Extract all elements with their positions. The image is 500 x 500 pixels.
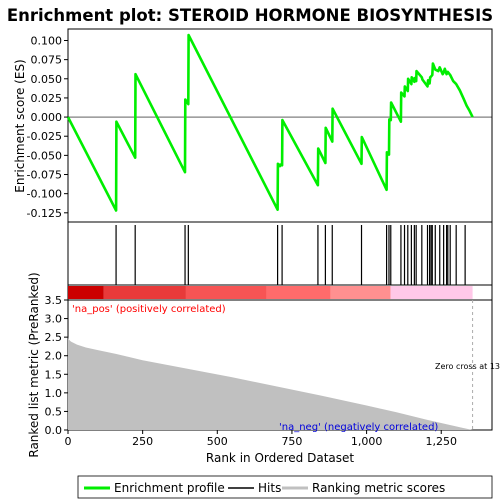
ranked-y-label: Ranked list metric (PreRanked) xyxy=(27,272,41,457)
heatmap-segment xyxy=(390,286,473,299)
es-y-tick-label: -0.100 xyxy=(27,188,62,201)
heatmap-segment xyxy=(185,286,267,299)
es-y-tick-label: 0.100 xyxy=(31,34,63,47)
legend-hits-label: Hits xyxy=(258,481,281,495)
x-tick-label: 500 xyxy=(207,435,228,448)
es-y-label: Enrichment score (ES) xyxy=(13,59,27,192)
ranked-y-tick-label: 2.5 xyxy=(45,331,63,344)
legend-enrichment-label: Enrichment profile xyxy=(114,481,225,495)
x-tick-label: 250 xyxy=(132,435,153,448)
legend: Enrichment profile Hits Ranking metric s… xyxy=(77,475,493,499)
heatmap-segment xyxy=(266,286,331,299)
zero-cross-label: Zero cross at 1355 xyxy=(435,362,500,371)
ranked-y-tick-label: 1.0 xyxy=(45,387,63,400)
es-y-tick-label: -0.025 xyxy=(27,130,62,143)
enrichment-profile-line xyxy=(66,33,474,212)
es-y-tick-label: 0.000 xyxy=(31,111,63,124)
es-y-axis: 0.100 0.075 0.050 0.025 0.000 -0.025 -0.050 -0.… xyxy=(27,34,68,220)
ranking-heatmap-band xyxy=(68,286,473,299)
es-y-tick-label: -0.050 xyxy=(27,149,62,162)
legend-ranking-label: Ranking metric scores xyxy=(312,481,445,495)
es-y-tick-label: -0.075 xyxy=(27,169,62,182)
heatmap-segment xyxy=(103,286,186,299)
ranked-y-tick-label: 3.5 xyxy=(45,294,63,307)
x-axis: 0 250 500 750 1,000 1,250 xyxy=(65,430,457,448)
ranked-y-tick-label: 3.0 xyxy=(45,313,63,326)
heatmap-segment xyxy=(330,286,391,299)
ranked-y-tick-label: 0.0 xyxy=(45,424,63,437)
es-y-tick-label: 0.075 xyxy=(31,54,63,67)
ranked-y-tick-label: 1.5 xyxy=(45,368,63,381)
neg-correlated-label: 'na_neg' (negatively correlated) xyxy=(279,422,438,433)
ranked-y-axis: 0.0 0.5 1.0 1.5 2.0 2.5 3.0 3.5 xyxy=(45,294,68,437)
heatmap-segment xyxy=(68,286,104,299)
x-tick-label: 1,250 xyxy=(425,435,457,448)
ranked-y-tick-label: 2.0 xyxy=(45,350,63,363)
x-tick-label: 750 xyxy=(281,435,302,448)
ranked-y-tick-label: 0.5 xyxy=(45,405,63,418)
x-axis-label: Rank in Ordered Dataset xyxy=(206,451,354,465)
hits-track xyxy=(115,225,466,285)
es-y-tick-label: -0.125 xyxy=(27,207,62,220)
es-y-tick-label: 0.025 xyxy=(31,92,63,105)
x-tick-label: 1,000 xyxy=(351,435,383,448)
es-y-tick-label: 0.050 xyxy=(31,73,63,86)
ranking-metric-area xyxy=(68,337,473,430)
chart-title: Enrichment plot: STEROID HORMONE BIOSYNT… xyxy=(7,6,493,25)
pos-correlated-label: 'na_pos' (positively correlated) xyxy=(72,304,226,315)
x-tick-label: 0 xyxy=(65,435,72,448)
